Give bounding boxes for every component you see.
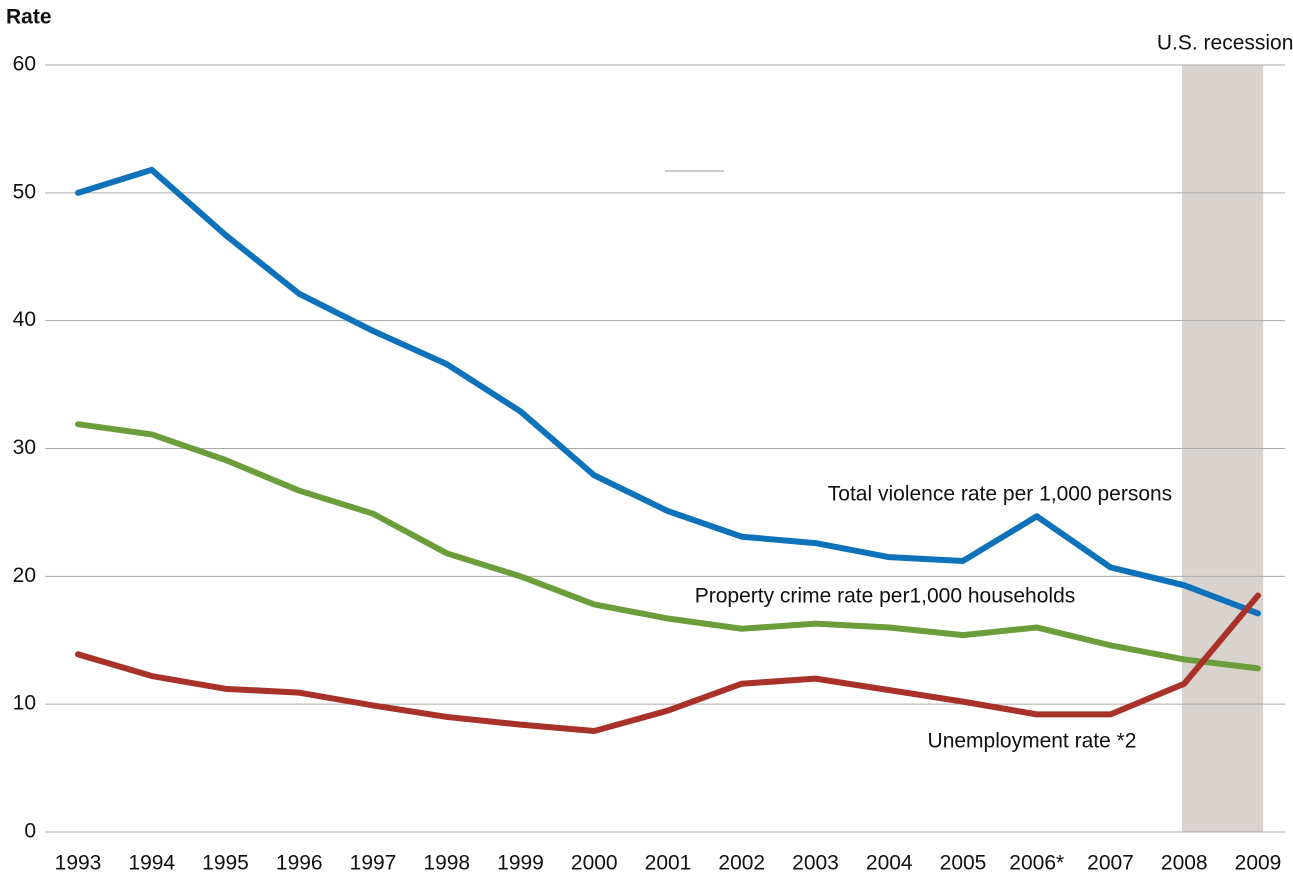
series-label: Total violence rate per 1,000 persons	[828, 483, 1172, 506]
x-tick-label: 1996	[276, 852, 323, 875]
x-tick-label: 2002	[718, 852, 765, 875]
series-line	[75, 421, 1261, 672]
x-tick-label: 2006*	[1009, 852, 1064, 875]
series-line	[75, 592, 1261, 735]
series-line	[75, 166, 1261, 617]
y-tick-label: 20	[13, 564, 36, 587]
y-tick-label: 0	[24, 820, 36, 843]
x-tick-label: 2008	[1161, 852, 1208, 875]
y-tick-label: 30	[13, 436, 36, 459]
x-tick-label: 1995	[202, 852, 249, 875]
series-label: Property crime rate per1,000 households	[695, 585, 1076, 608]
series-label: Unemployment rate *2	[928, 730, 1137, 753]
x-tick-label: 2001	[645, 852, 692, 875]
x-tick-label: 2009	[1235, 852, 1282, 875]
x-tick-label: 2000	[571, 852, 618, 875]
y-tick-label: 50	[13, 180, 36, 203]
x-tick-label: 1993	[55, 852, 102, 875]
x-tick-label: 1997	[350, 852, 397, 875]
x-tick-label: 2005	[940, 852, 987, 875]
y-axis-label: Rate	[6, 6, 52, 29]
x-tick-label: 2003	[792, 852, 839, 875]
y-tick-label: 40	[13, 308, 36, 331]
x-tick-label: 1998	[423, 852, 470, 875]
x-tick-label: 2004	[866, 852, 913, 875]
y-tick-label: 10	[13, 692, 36, 715]
y-tick-label: 60	[13, 53, 36, 76]
x-tick-label: 1999	[497, 852, 544, 875]
recession-label: U.S. recession	[1157, 32, 1293, 55]
x-tick-label: 2007	[1087, 852, 1134, 875]
x-tick-label: 1994	[128, 852, 175, 875]
